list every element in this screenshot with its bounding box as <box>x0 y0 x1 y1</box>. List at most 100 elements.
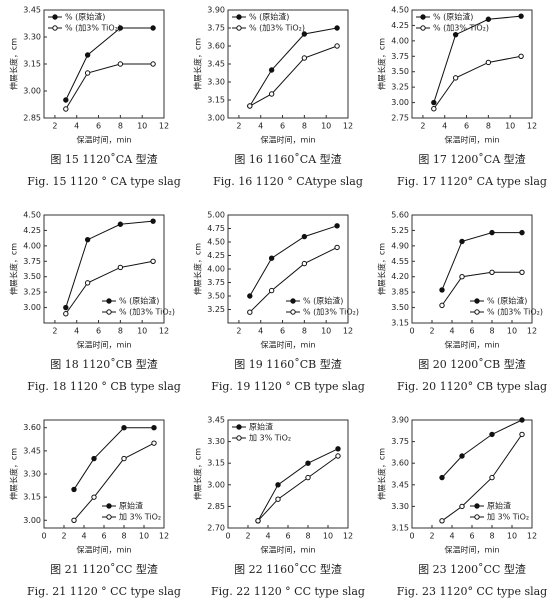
y-tick-label: 4.50 <box>391 6 409 15</box>
x-axis-label: 保温时间，min <box>260 340 315 350</box>
x-axis-label: 保温时间，min <box>260 135 315 145</box>
data-point <box>519 431 525 438</box>
y-tick-label: 3.60 <box>391 459 409 468</box>
data-point <box>489 269 495 276</box>
x-axis-label: 保温时间，min <box>444 545 499 555</box>
y-axis-label: 伸展长度，cm <box>193 243 203 295</box>
y-tick-label: 3.30 <box>207 437 225 446</box>
legend-marker <box>106 309 112 315</box>
y-axis-label: 伸展长度，cm <box>377 38 387 90</box>
y-tick-label: 4.25 <box>391 21 409 30</box>
y-tick-label: 3.50 <box>23 272 41 281</box>
x-tick-label: 8 <box>305 532 310 541</box>
legend-marker <box>420 14 426 20</box>
y-axis-label: 伸展长度，cm <box>377 243 387 295</box>
data-point <box>459 238 465 245</box>
series-line <box>433 55 522 110</box>
series-line <box>249 246 338 313</box>
y-tick-label: 3.45 <box>207 60 225 69</box>
data-point <box>334 223 340 229</box>
series-line <box>249 225 338 297</box>
legend-label: % (加3% TiO₂) <box>119 307 175 317</box>
caption-en: Fig. 15 1120 ° CA type slag <box>27 175 180 188</box>
data-point <box>247 309 253 315</box>
x-tick-label: 10 <box>137 122 147 131</box>
x-tick-label: 12 <box>527 532 537 541</box>
x-axis-label: 保温时间，min <box>444 340 499 350</box>
x-tick-label: 6 <box>469 327 474 336</box>
x-tick-label: 4 <box>81 532 86 541</box>
x-tick-label: 10 <box>137 327 147 336</box>
data-point <box>519 269 525 276</box>
caption-en: Fig. 16 1120 ° CAtype slag <box>213 175 363 188</box>
x-tick-label: 4 <box>449 327 454 336</box>
x-axis-label: 保温时间，min <box>76 135 131 145</box>
y-tick-label: 3.45 <box>23 6 41 15</box>
data-point <box>301 55 308 61</box>
data-point <box>150 218 156 224</box>
x-tick-label: 12 <box>343 327 353 336</box>
data-point <box>268 67 275 73</box>
y-axis-label: 伸展长度，cm <box>193 448 203 500</box>
data-point <box>117 221 124 227</box>
y-tick-label: 3.25 <box>391 83 409 92</box>
legend-marker <box>474 298 480 304</box>
legend-label: % (原始渣) <box>433 12 473 22</box>
data-point <box>84 236 91 243</box>
x-tick-label: 2 <box>52 122 57 131</box>
plot-frame <box>411 9 533 119</box>
data-point <box>334 244 340 251</box>
legend-label: 原始渣 <box>487 501 511 511</box>
y-tick-label: 3.30 <box>207 78 225 87</box>
caption: 图 16 1160˚CA 型渣 <box>234 152 341 166</box>
legend-label: 加 3% TiO₂ <box>119 512 161 522</box>
series-line <box>249 27 338 107</box>
y-tick-label: 3.15 <box>391 524 409 533</box>
x-tick-label: 12 <box>159 532 169 541</box>
x-tick-label: 6 <box>280 122 285 131</box>
data-point <box>439 302 445 309</box>
caption: 图 21 1120˚CC 型渣 <box>50 562 158 576</box>
y-tick-label: 5.00 <box>207 211 225 220</box>
y-tick-label: 3.00 <box>23 516 41 525</box>
caption-en: Fig. 23 1120° CC type slag <box>397 585 547 598</box>
x-tick-label: 10 <box>507 532 517 541</box>
x-axis-label: 保温时间，min <box>444 135 499 145</box>
data-point <box>117 264 124 271</box>
data-point <box>268 91 275 97</box>
series-line <box>73 442 155 521</box>
legend-marker <box>52 14 58 20</box>
y-tick-label: 3.75 <box>391 437 409 446</box>
y-tick-label: 2.85 <box>23 114 41 123</box>
x-tick-label: 6 <box>96 122 101 131</box>
y-tick-label: 3.60 <box>207 42 225 51</box>
x-tick-label: 2 <box>236 327 241 336</box>
y-tick-label: 3.00 <box>207 480 225 489</box>
data-point <box>91 455 97 462</box>
y-tick-label: 3.15 <box>207 96 225 105</box>
data-point <box>121 455 127 462</box>
series-line <box>257 455 339 522</box>
series-line <box>441 434 523 522</box>
series-line <box>65 63 154 110</box>
legend-marker <box>236 14 242 20</box>
y-tick-label: 3.85 <box>391 288 409 297</box>
data-point <box>117 25 124 31</box>
data-point <box>91 494 97 500</box>
data-point <box>452 75 459 81</box>
data-point <box>489 474 495 481</box>
x-tick-label: 12 <box>527 327 537 336</box>
y-tick-label: 3.25 <box>207 305 225 314</box>
data-point <box>335 453 341 459</box>
x-tick-label: 6 <box>101 532 106 541</box>
x-tick-label: 10 <box>321 327 331 336</box>
legend-marker <box>474 309 480 315</box>
legend-marker <box>106 503 112 509</box>
caption: 图 18 1120˚CB 型渣 <box>50 357 157 371</box>
y-tick-label: 3.45 <box>391 480 409 489</box>
x-tick-label: 2 <box>61 532 66 541</box>
x-tick-label: 6 <box>280 327 285 336</box>
y-tick-label: 3.45 <box>207 416 225 425</box>
y-tick-label: 3.75 <box>391 52 409 61</box>
x-tick-label: 0 <box>409 532 414 541</box>
